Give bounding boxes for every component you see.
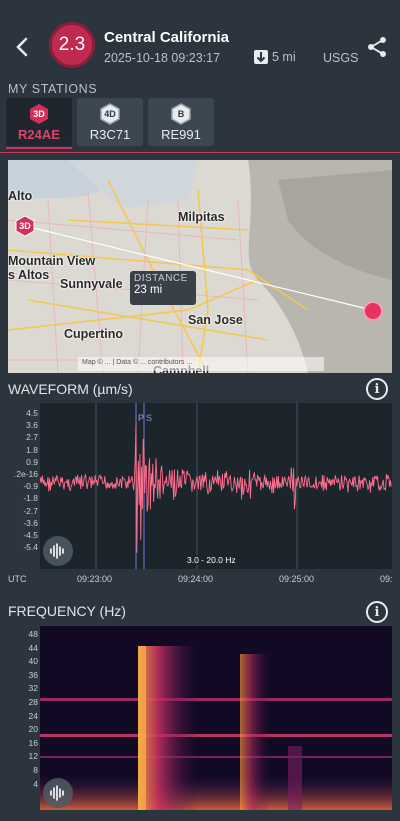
waveform-info-icon[interactable]: i [366,378,388,400]
source-label: USGS [323,51,359,65]
phase-label: S [146,413,152,423]
y-axis-tick: -4.5 [23,530,38,540]
spectrogram-audio-button[interactable] [43,778,73,808]
station-type-badge: 4D [99,102,121,125]
sound-wave-icon [50,543,64,559]
frequency-title: FREQUENCY (Hz) [8,603,126,619]
phase-label: P [138,413,144,423]
y-axis-tick: -2.7 [23,505,38,516]
map-place-label: Sunnyvale [60,277,123,291]
distance-tooltip-value: 23 mi [134,284,163,296]
map-place-label: Alto [8,189,33,203]
magnitude-badge: 2.3 [49,22,95,68]
down-arrow-icon [254,50,268,64]
y-axis-tick: 8 [33,765,38,775]
station-map-marker[interactable]: 3D [14,215,36,237]
sound-wave-icon [50,785,64,801]
station-tab-re991[interactable]: B RE991 [148,98,214,146]
distance-tooltip-label: DISTANCE [134,273,188,284]
map-place-label: s Altos [8,268,50,282]
distance-text: 5 mi [272,50,296,64]
y-axis-tick: 16 [28,737,38,748]
map-place-label: Milpitas [178,210,225,224]
station-tab-r24ae[interactable]: 3D R24AE [6,98,72,149]
y-axis-tick: 28 [28,697,38,707]
event-distance: 5 mi [254,50,296,64]
y-axis-tick: 0.9 [26,456,38,467]
y-axis-tick: 40 [28,656,38,667]
x-axis-tick: 09:25:00 [279,574,315,584]
section-divider [0,152,400,153]
y-axis-tick: 2.7 [26,432,38,443]
y-axis-tick: 44 [28,642,38,653]
station-label: R24AE [18,126,60,142]
map-attribution[interactable]: Map © ... | Data © ... contributors ... [78,357,324,371]
share-icon[interactable] [366,36,388,58]
station-list: 3D R24AE 4D R3C71 B RE991 [6,98,214,149]
event-datetime: 2025-10-18 09:23:17 [104,51,221,65]
x-axis-tick: 09:24:00 [178,574,214,584]
spectrogram-plot [40,626,392,810]
y-axis-tick: 36 [28,669,38,680]
waveform-audio-button[interactable] [43,536,73,566]
y-axis-tick: -0.9 [23,481,38,492]
my-stations-label: MY STATIONS [8,82,98,96]
event-title: Central California [104,29,230,46]
x-axis-tick: 09:23:00 [77,574,113,584]
map-place-label: Mountain View [8,254,96,268]
map-background [8,160,392,373]
map-place-label: Cupertino [64,327,124,341]
y-axis-tick: -1.8 [23,493,38,504]
y-axis-tick: 48 [28,629,38,639]
x-axis-tick: 09: [380,574,393,584]
back-arrow-icon[interactable] [10,34,36,60]
x-axis-utc-label: UTC [8,574,27,584]
waveform-title: WAVEFORM (µm/s) [8,381,133,397]
y-axis-tick: 4.5 [26,408,38,418]
y-axis-tick: .2e-16 [13,469,38,479]
y-axis-tick: 3.6 [26,420,38,431]
station-label: RE991 [161,126,201,142]
station-type-badge: 3D [28,103,50,125]
station-tab-r3c71[interactable]: 4D R3C71 [77,98,143,146]
y-axis-tick: -5.4 [23,542,38,553]
filter-label: 3.0 - 20.0 Hz [184,555,239,565]
header-bar: 2.3 Central California 2025-10-18 09:23:… [0,0,400,78]
frequency-info-icon[interactable]: i [366,601,388,623]
distance-tooltip: DISTANCE 23 mi [130,271,196,305]
earthquake-marker[interactable] [363,301,383,321]
station-type-badge: B [170,102,192,125]
map-place-label: San Jose [188,313,243,327]
y-axis-tick: 1.8 [26,444,38,455]
station-label: R3C71 [89,126,131,142]
waveform-trace [40,422,392,553]
y-axis-tick: 20 [28,724,38,735]
y-axis-tick: 4 [33,778,38,789]
map-view[interactable]: Alto Milpitas Mountain View Sunnyvale s … [8,160,392,373]
y-axis-tick: 12 [28,751,38,762]
y-axis-tick: 32 [28,683,38,694]
y-axis-tick: -3.6 [23,517,38,528]
y-axis-tick: 24 [28,710,38,721]
